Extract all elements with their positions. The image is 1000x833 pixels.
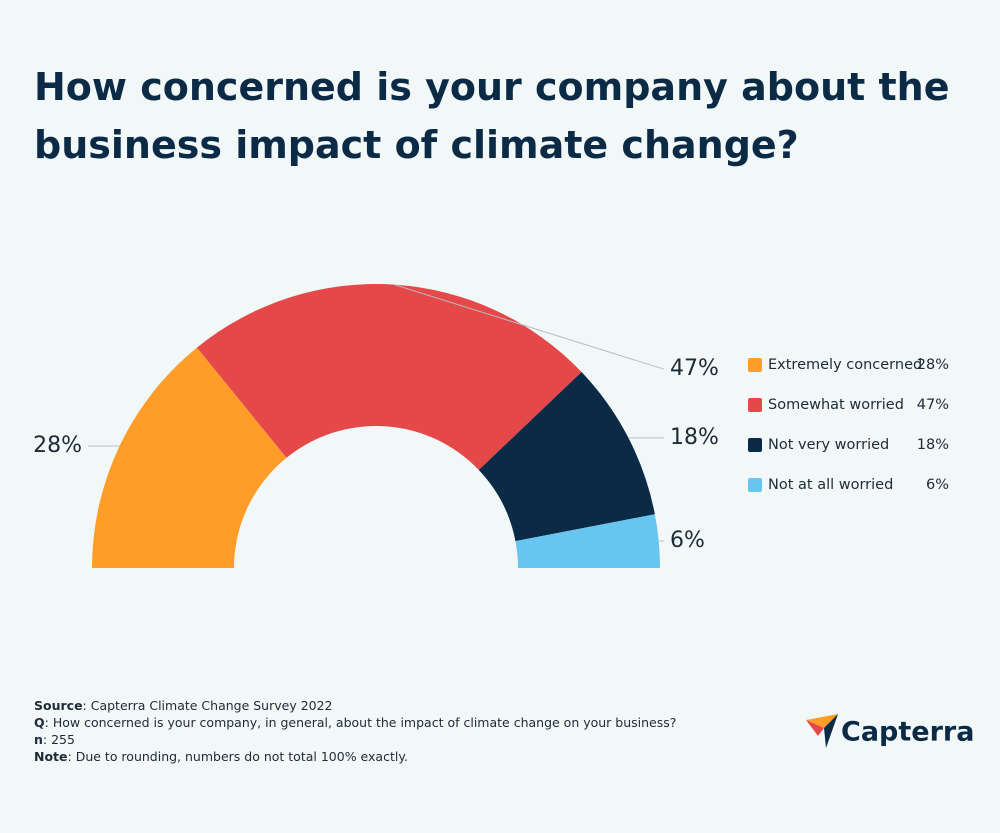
footnote: Source: Capterra Climate Change Survey 2… <box>34 698 333 713</box>
data-label: 6% <box>670 528 705 553</box>
slice <box>92 347 287 568</box>
footnote-text: : Due to rounding, numbers do not total … <box>68 749 408 764</box>
logo-shape <box>806 714 838 728</box>
footnote-text: : How concerned is your company, in gene… <box>45 715 677 730</box>
legend-value: 6% <box>926 477 949 493</box>
logo-shape <box>824 714 838 748</box>
footnote-text: : Capterra Climate Change Survey 2022 <box>83 698 333 713</box>
legend-label: Extremely concerned <box>768 357 922 373</box>
slice <box>196 284 582 471</box>
footnote-label: Source <box>34 698 83 713</box>
legend-value: 18% <box>917 437 949 453</box>
legend-label: Not very worried <box>768 437 889 453</box>
footnote-text: : 255 <box>43 732 75 747</box>
legend-swatch <box>748 478 762 492</box>
footnote-label: Note <box>34 749 68 764</box>
legend-swatch <box>748 438 762 452</box>
chart-title: How concerned is your company about the … <box>34 65 950 167</box>
footnote-label: n <box>34 732 43 747</box>
leader-line <box>393 284 665 370</box>
data-label: 18% <box>670 425 719 450</box>
brand-logo: Capterra <box>806 714 974 748</box>
legend-label: Somewhat worried <box>768 397 904 413</box>
legend-value: 47% <box>917 397 949 413</box>
legend-value: 28% <box>917 357 949 373</box>
data-label: 47% <box>670 356 719 381</box>
legend-swatch <box>748 398 762 412</box>
slice <box>478 372 655 542</box>
brand-name: Capterra <box>841 717 974 748</box>
footnote: Q: How concerned is your company, in gen… <box>34 715 676 730</box>
logo-shape <box>806 720 824 736</box>
footnote: n: 255 <box>34 732 75 747</box>
footnote-label: Q <box>34 715 45 730</box>
slice <box>515 514 660 568</box>
footnote: Note: Due to rounding, numbers do not to… <box>34 749 408 764</box>
legend-label: Not at all worried <box>768 477 893 493</box>
legend-swatch <box>748 358 762 372</box>
data-label: 28% <box>33 433 82 458</box>
